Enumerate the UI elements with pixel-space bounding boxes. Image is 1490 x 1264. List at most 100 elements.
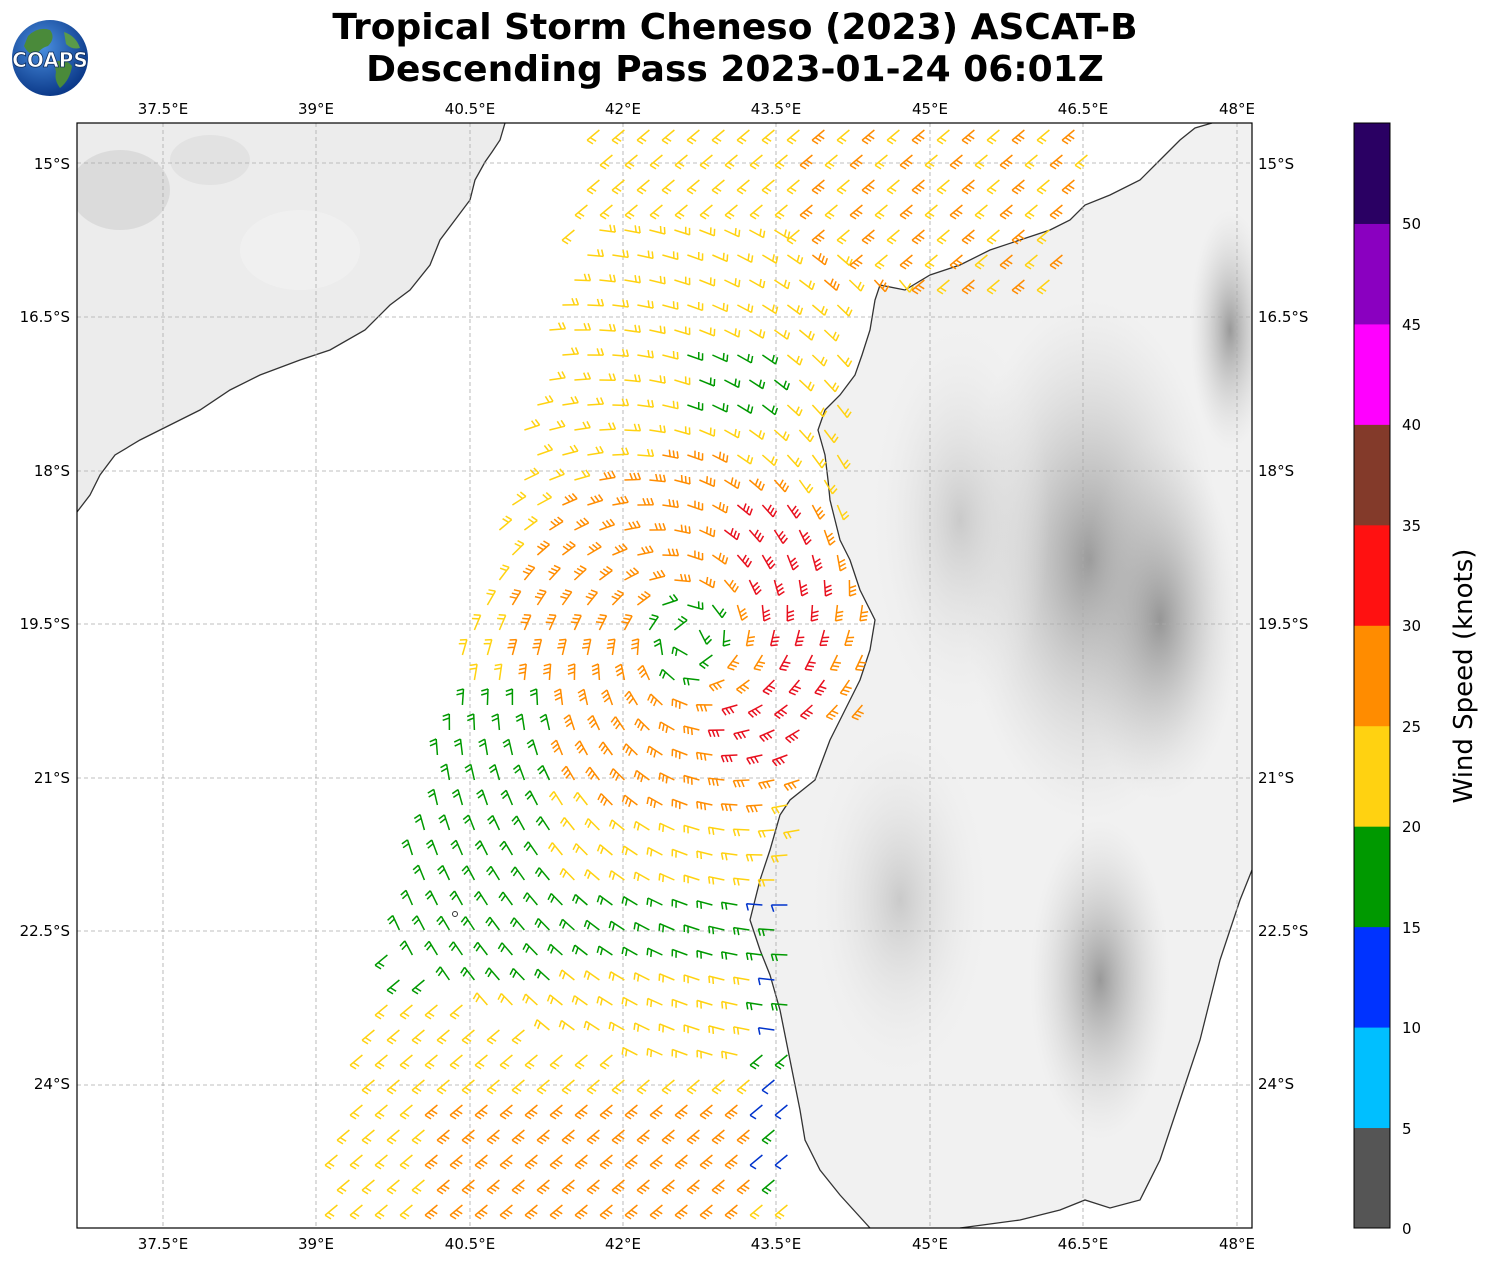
- wind-barb: [686, 1179, 700, 1195]
- wind-barb: [561, 540, 576, 556]
- wind-barb: [724, 428, 741, 439]
- wind-barb: [674, 524, 691, 535]
- wind-barb: [782, 829, 800, 840]
- colorbar-tick-label: 20: [1402, 818, 1421, 836]
- wind-barb: [574, 740, 589, 756]
- wind-barb: [711, 552, 729, 565]
- wind-barb: [637, 448, 655, 457]
- wind-barb: [745, 804, 763, 813]
- wind-barb: [584, 818, 600, 831]
- wind-barb: [586, 1129, 600, 1145]
- wind-barb: [574, 1204, 588, 1220]
- wind-barb: [749, 329, 766, 339]
- wind-barb: [549, 322, 567, 331]
- wind-barb: [461, 1029, 475, 1045]
- map-panel: [76, 122, 1253, 1229]
- wind-barb: [637, 664, 651, 681]
- wind-barb: [637, 300, 654, 309]
- lat-tick-label: 15°S: [34, 155, 70, 173]
- wind-barb: [759, 729, 775, 743]
- coaps-logo: COAPS: [12, 20, 88, 96]
- wind-barb: [636, 1179, 650, 1195]
- wind-barb: [524, 1104, 538, 1120]
- wind-barb: [646, 897, 663, 907]
- colorbar-tick-label: 30: [1402, 617, 1421, 635]
- wind-barb: [543, 663, 552, 681]
- wind-barb: [662, 593, 679, 606]
- wind-barb: [460, 966, 475, 981]
- wind-barb: [646, 846, 663, 857]
- wind-barb: [658, 973, 675, 983]
- wind-barb: [761, 179, 775, 195]
- wind-barb: [591, 663, 601, 681]
- wind-barb: [436, 1079, 450, 1095]
- wind-barb: [686, 1079, 700, 1095]
- wind-barb: [986, 229, 1000, 245]
- wind-barb: [611, 1079, 625, 1095]
- wind-barb: [687, 401, 704, 412]
- wind-barb: [572, 893, 588, 906]
- wind-barb: [633, 820, 650, 831]
- wind-barb: [786, 454, 803, 468]
- wind-barb: [611, 1129, 625, 1145]
- wind-barb: [474, 840, 489, 856]
- wind-barb: [497, 614, 507, 631]
- lat-tick-label: 24°S: [34, 1075, 70, 1093]
- wind-barb: [612, 398, 630, 407]
- wind-barb: [624, 154, 638, 170]
- wind-barb: [536, 1079, 550, 1095]
- wind-barb: [819, 629, 830, 647]
- wind-barb: [411, 1029, 425, 1045]
- wind-barb: [671, 698, 688, 709]
- wind-barb: [631, 638, 640, 656]
- wind-barb: [522, 892, 538, 906]
- wind-barb: [520, 614, 532, 631]
- wind-barb: [510, 866, 526, 881]
- wind-barb: [561, 1179, 575, 1195]
- wind-barb: [811, 504, 826, 520]
- wind-barb: [549, 1204, 563, 1220]
- lon-tick-label: 42°E: [605, 100, 641, 118]
- wind-barb: [1036, 279, 1050, 295]
- wind-barb: [699, 576, 716, 589]
- wind-barb: [349, 1104, 363, 1120]
- wind-barb: [622, 743, 638, 757]
- wind-barb: [712, 252, 729, 263]
- wind-barb: [683, 974, 700, 984]
- wind-barb: [386, 1079, 400, 1095]
- wind-barb: [859, 604, 869, 622]
- wind-barb: [386, 1129, 400, 1145]
- wind-barb: [537, 492, 553, 506]
- wind-barb: [699, 476, 716, 488]
- lon-tick-label: 46.5°E: [1058, 100, 1108, 118]
- wind-barb: [683, 1024, 700, 1034]
- wind-barb: [699, 377, 716, 387]
- wind-barb: [637, 250, 654, 260]
- wind-barb: [586, 1079, 600, 1095]
- wind-barb: [761, 604, 771, 622]
- wind-barb: [949, 154, 963, 170]
- wind-barb: [522, 993, 538, 1006]
- wind-barb: [736, 1079, 750, 1095]
- wind-barb: [610, 716, 626, 731]
- wind-barb: [587, 249, 605, 258]
- wind-barb: [461, 1129, 475, 1145]
- wind-barb: [534, 917, 550, 931]
- wind-barb: [748, 379, 766, 390]
- wind-barb: [720, 803, 738, 812]
- wind-barb: [961, 279, 975, 295]
- wind-barb: [411, 915, 426, 931]
- wind-barb: [671, 798, 688, 810]
- wind-barb: [1074, 154, 1088, 170]
- wind-barb: [491, 713, 501, 731]
- wind-barb: [823, 329, 840, 342]
- wind-barb: [720, 901, 738, 910]
- wind-barb: [647, 693, 663, 707]
- lon-tick-label: 40.5°E: [445, 100, 495, 118]
- wind-barb: [687, 450, 704, 462]
- wind-barb: [774, 1154, 788, 1170]
- wind-barb: [537, 395, 554, 406]
- wind-barb: [507, 638, 518, 656]
- wind-barb: [412, 864, 426, 881]
- wind-barb: [649, 523, 667, 531]
